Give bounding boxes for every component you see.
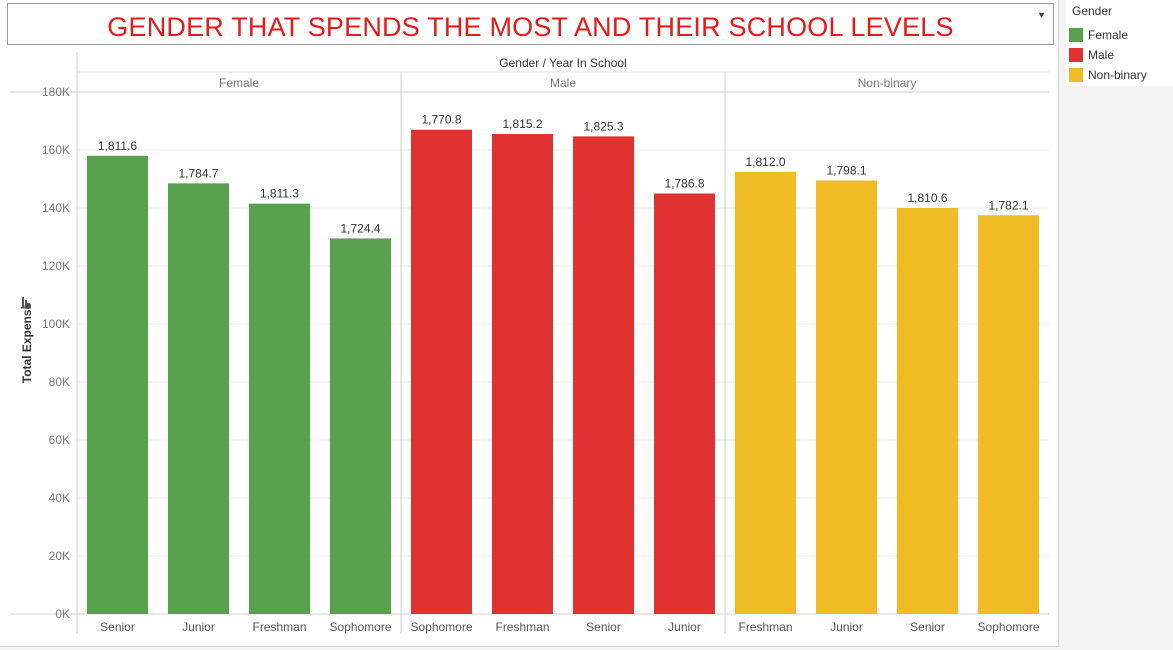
- group-label: Non-binary: [858, 76, 917, 90]
- category-label: Senior: [586, 620, 621, 634]
- legend-swatch-non-binary: [1069, 68, 1083, 82]
- bar: [897, 208, 958, 614]
- category-label: Junior: [830, 620, 863, 634]
- bar: [735, 171, 796, 614]
- chart-svg: 0K 20K 40K 60K 80K 100K 120K 140K 160K 180K Gender…: [10, 52, 1049, 634]
- bar: [168, 183, 229, 614]
- category-label: Sophomore: [329, 620, 391, 634]
- legend-label-male: Male: [1088, 48, 1115, 62]
- title-box: GENDER THAT SPENDS THE MOST AND THEIR SC…: [7, 3, 1054, 45]
- text-layer: 0K 20K 40K 60K 80K 100K 120K 140K 160K 180K Gender…: [20, 56, 1040, 634]
- legend-label-non-binary: Non-binary: [1088, 68, 1147, 82]
- y-tick-label: 100K: [42, 317, 70, 331]
- bar: [492, 134, 553, 615]
- category-label: Freshman: [495, 620, 549, 634]
- bar-layer: [87, 129, 1039, 615]
- data-label: 1,811.3: [260, 187, 299, 201]
- sort-icon-bar: [28, 303, 30, 307]
- data-label: 1,770.8: [421, 113, 461, 127]
- sort-icon: [21, 297, 31, 309]
- data-label: 1,825.3: [583, 119, 623, 133]
- bar: [330, 238, 391, 614]
- y-tick-label: 80K: [49, 375, 70, 389]
- category-label: Freshman: [738, 620, 792, 634]
- bar: [411, 129, 472, 614]
- legend-swatch-male: [1069, 48, 1083, 62]
- category-label: Junior: [668, 620, 701, 634]
- data-label: 1,782.1: [988, 198, 1028, 212]
- bar: [249, 203, 310, 614]
- group-label: Female: [219, 76, 259, 90]
- category-label: Senior: [910, 620, 945, 634]
- y-tick-label: 0K: [55, 607, 70, 621]
- sort-icon-bar: [22, 297, 24, 307]
- category-label: Freshman: [252, 620, 306, 634]
- column-header: Gender / Year In School: [499, 56, 626, 70]
- dropdown-arrow-icon[interactable]: ▼: [1037, 10, 1046, 20]
- category-label: Sophomore: [977, 620, 1039, 634]
- legend-label-female: Female: [1088, 28, 1129, 42]
- y-tick-label: 180K: [42, 85, 70, 99]
- y-tick-label: 20K: [49, 549, 70, 563]
- sort-icon-base: [21, 307, 31, 309]
- bar: [978, 215, 1039, 614]
- y-tick-label: 60K: [49, 433, 70, 447]
- bar: [87, 155, 148, 615]
- data-label: 1,810.6: [907, 191, 947, 205]
- legend-swatch-female: [1069, 28, 1083, 42]
- y-tick-label: 160K: [42, 143, 70, 157]
- data-label: 1,815.2: [502, 117, 542, 131]
- bar: [816, 180, 877, 614]
- data-label: 1,724.4: [340, 221, 380, 235]
- sort-icon-bar: [25, 300, 27, 307]
- data-label: 1,812.0: [745, 155, 785, 169]
- data-label: 1,811.6: [98, 139, 137, 153]
- chart-panel: GENDER THAT SPENDS THE MOST AND THEIR SC…: [0, 0, 1059, 647]
- group-label: Male: [550, 76, 576, 90]
- data-label: 1,786.8: [664, 177, 704, 191]
- data-label: 1,784.7: [178, 166, 218, 180]
- category-label: Junior: [182, 620, 215, 634]
- bar: [573, 136, 634, 614]
- y-tick-label: 120K: [42, 259, 70, 273]
- legend: Gender Female Male Non-binary: [1066, 0, 1173, 86]
- y-tick-label: 40K: [49, 491, 70, 505]
- chart-title: GENDER THAT SPENDS THE MOST AND THEIR SC…: [107, 12, 954, 42]
- category-label: Senior: [100, 620, 135, 634]
- y-tick-label: 140K: [42, 201, 70, 215]
- data-label: 1,798.1: [826, 163, 866, 177]
- category-label: Sophomore: [410, 620, 472, 634]
- bar: [654, 193, 715, 614]
- y-axis-label: Total Expense: [20, 302, 34, 383]
- legend-title: Gender: [1072, 4, 1113, 18]
